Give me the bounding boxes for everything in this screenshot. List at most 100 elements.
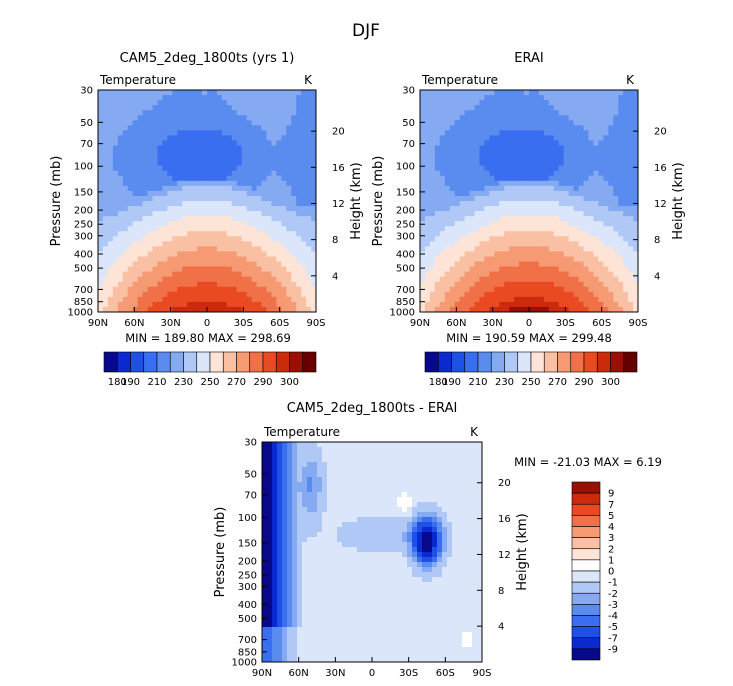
contour-cell — [132, 266, 139, 273]
contour-cell — [509, 216, 515, 222]
contour-cell — [246, 241, 252, 247]
contour-cell — [241, 110, 248, 116]
contour-cell — [271, 120, 277, 126]
contour-cell — [598, 150, 604, 156]
contour-cell — [377, 457, 383, 463]
contour-cell — [588, 266, 594, 273]
contour-cell — [332, 527, 338, 533]
contour-cell — [429, 130, 436, 136]
contour-cell — [524, 185, 530, 192]
contour-cell — [623, 140, 629, 146]
contour-cell — [292, 487, 298, 493]
contour-cell — [202, 251, 208, 257]
contour-cell — [167, 211, 173, 217]
contour-cell — [464, 140, 470, 146]
contour-cell — [558, 286, 565, 293]
contour-cell — [578, 195, 584, 202]
contour-cell — [251, 165, 257, 172]
contour-cell — [271, 110, 277, 116]
contour-cell — [467, 497, 473, 503]
contour-cell — [317, 467, 323, 473]
contour-cell — [142, 221, 148, 227]
contour-cell — [282, 462, 288, 468]
contour-cell — [306, 236, 312, 242]
contour-cell — [277, 492, 283, 498]
contour-cell — [454, 165, 461, 172]
contour-cell — [216, 271, 223, 278]
contour-cell — [127, 286, 134, 293]
contour-cell — [563, 145, 570, 151]
contour-cell — [588, 130, 594, 136]
contour-cell — [548, 165, 555, 172]
contour-cell — [192, 140, 198, 146]
contour-cell — [287, 547, 293, 553]
contour-cell — [152, 110, 158, 116]
contour-cell — [216, 95, 223, 101]
contour-cell — [573, 221, 579, 227]
contour-cell — [474, 150, 480, 156]
contour-cell — [618, 180, 624, 187]
contour-cell — [187, 201, 193, 207]
contour-cell — [266, 231, 272, 237]
contour-cell — [112, 120, 119, 126]
contour-cell — [226, 291, 233, 298]
contour-cell — [301, 256, 307, 262]
contour-cell — [236, 231, 243, 237]
contour-cell — [444, 221, 451, 227]
contour-cell — [312, 532, 318, 538]
contour-cell — [147, 291, 153, 298]
contour-cell — [407, 482, 413, 488]
contour-cell — [301, 206, 307, 212]
contour-cell — [568, 221, 574, 227]
contour-cell — [207, 251, 213, 257]
contour-cell — [241, 231, 248, 237]
contour-cell — [613, 246, 619, 252]
contour-cell — [618, 241, 624, 247]
contour-cell — [449, 125, 456, 131]
contour-cell — [347, 492, 353, 498]
contour-cell — [494, 236, 500, 242]
contour-cell — [402, 452, 408, 458]
contour-cell — [469, 115, 475, 121]
contour-cell — [533, 266, 540, 273]
contour-cell — [256, 231, 262, 237]
contour-cell — [519, 211, 525, 217]
contour-cell — [256, 115, 262, 121]
contour-cell — [529, 140, 535, 146]
contour-cell — [583, 231, 589, 237]
contour-cell — [538, 150, 545, 156]
contour-cell — [377, 507, 383, 513]
contour-cell — [266, 195, 272, 202]
contour-cell — [287, 447, 293, 453]
contour-cell — [112, 201, 119, 207]
contour-cell — [107, 241, 114, 247]
contour-cell — [509, 155, 515, 162]
contour-cell — [312, 447, 318, 453]
contour-cell — [427, 527, 433, 533]
contour-cell — [449, 231, 456, 237]
contour-cell — [312, 492, 318, 498]
contour-cell — [613, 145, 619, 151]
colorbar-swatch — [103, 351, 118, 373]
contour-cell — [464, 110, 470, 116]
contour-cell — [251, 301, 257, 308]
colorbar-swatch — [517, 351, 532, 373]
contour-cell — [442, 512, 448, 518]
contour-cell — [449, 120, 456, 126]
contour-cell — [296, 135, 302, 141]
contour-cell — [261, 130, 267, 136]
contour-cell — [563, 190, 570, 197]
contour-cell — [472, 452, 478, 458]
contour-cell — [432, 457, 438, 463]
contour-cell — [322, 477, 328, 483]
contour-cell — [593, 130, 599, 136]
contour-cell — [177, 276, 183, 283]
contour-cell — [484, 150, 490, 156]
contour-cell — [127, 276, 134, 283]
contour-cell — [392, 532, 398, 538]
contour-cell — [588, 175, 594, 182]
contour-cell — [628, 195, 634, 202]
contour-cell — [152, 125, 158, 131]
contour-cell — [514, 145, 520, 151]
contour-cell — [472, 497, 478, 503]
